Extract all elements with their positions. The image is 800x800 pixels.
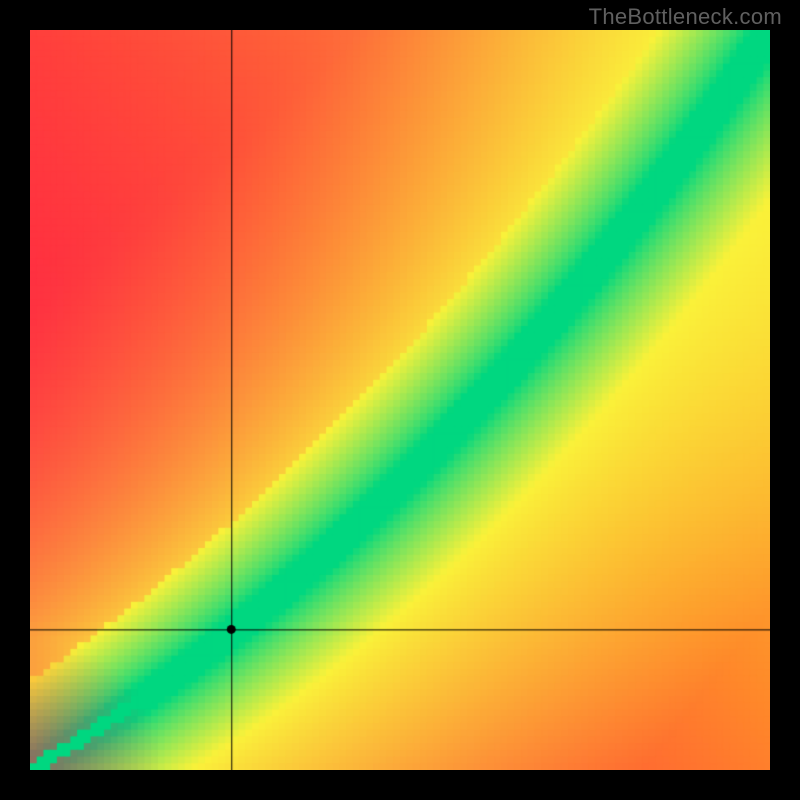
- chart-container: TheBottleneck.com: [0, 0, 800, 800]
- bottleneck-heatmap: [30, 30, 770, 770]
- watermark-text: TheBottleneck.com: [589, 4, 782, 30]
